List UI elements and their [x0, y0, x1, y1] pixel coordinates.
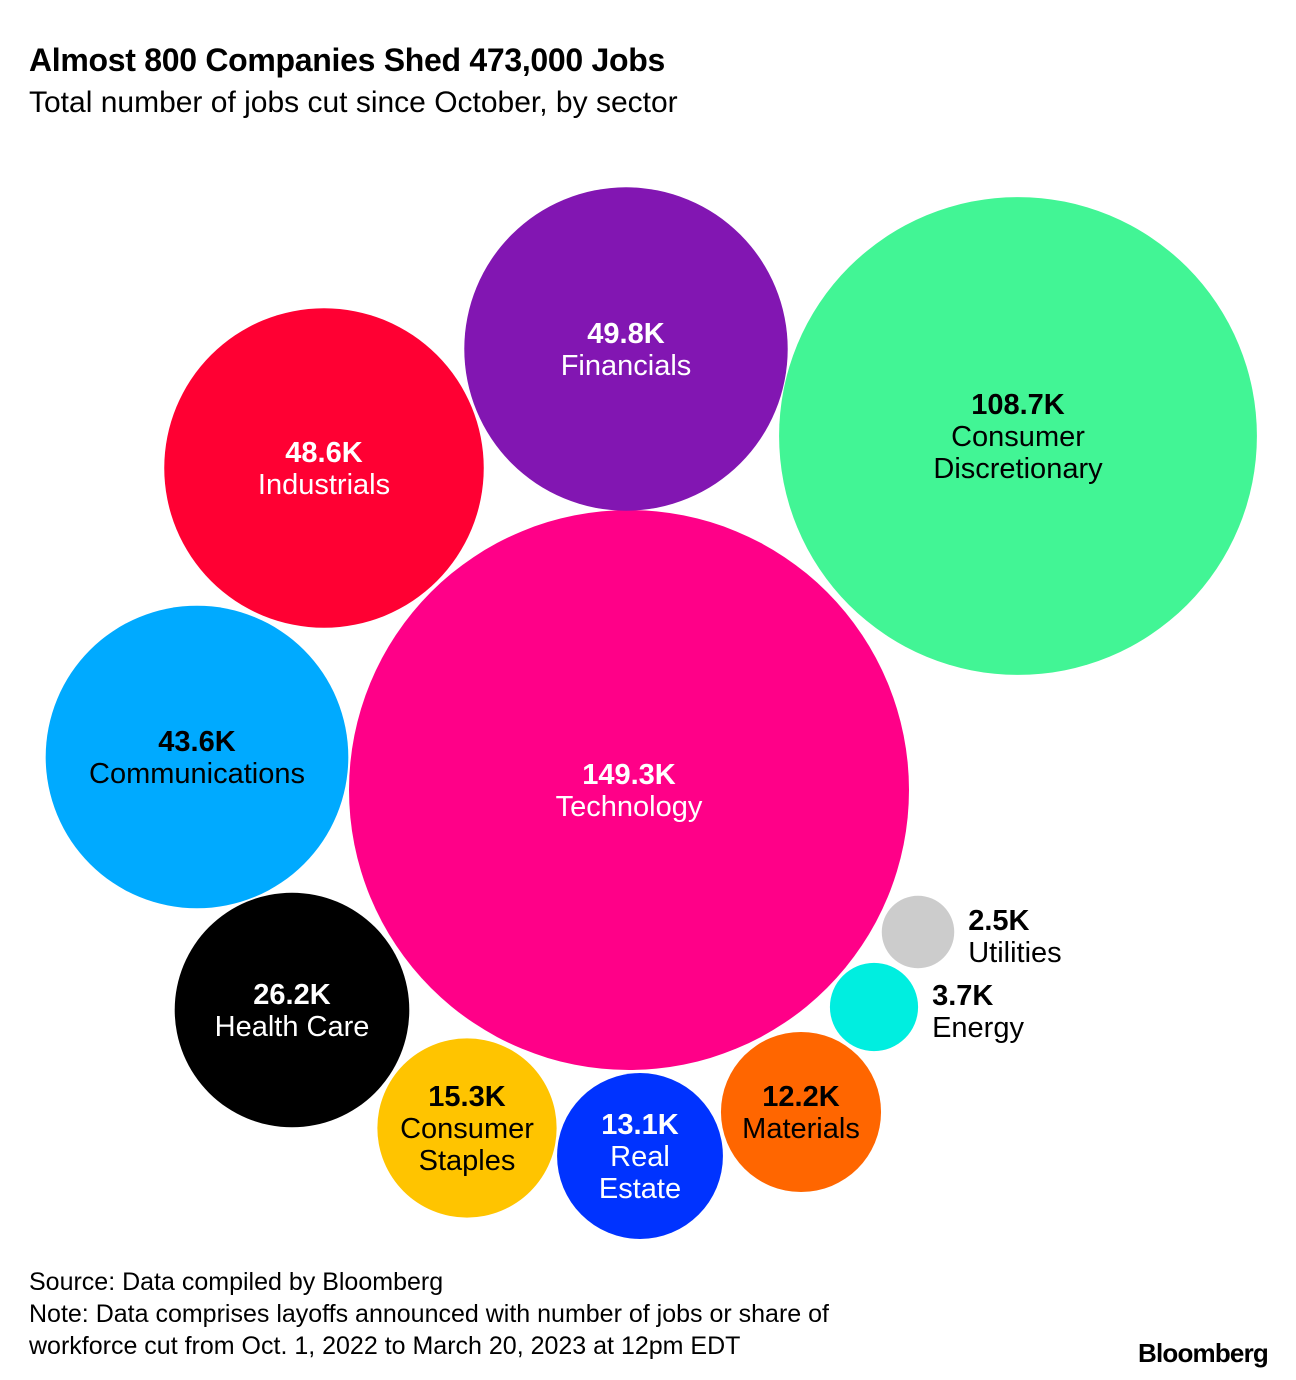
value-label-industrials: 48.6K [285, 437, 362, 469]
value-label-health-care: 26.2K [253, 979, 330, 1011]
value-label-real-estate: 13.1K [601, 1109, 678, 1141]
chart-subtitle: Total number of jobs cut since October, … [29, 86, 678, 119]
bubble-communications [45, 605, 349, 909]
bubble-consumer-staples [377, 1038, 557, 1218]
note-line-1: Note: Data comprises layoffs announced w… [29, 1300, 829, 1328]
sector-label-real-estate: Real [610, 1141, 670, 1173]
source-note: Source: Data compiled by Bloomberg [29, 1268, 444, 1296]
bubble-utilities [881, 895, 955, 969]
sector-label-consumer-staples: Staples [419, 1145, 516, 1177]
note-line-2: workforce cut from Oct. 1, 2022 to March… [29, 1332, 741, 1360]
value-label-technology: 149.3K [582, 759, 676, 791]
value-label-energy: 3.7K [932, 980, 993, 1012]
sector-label-industrials: Industrials [258, 469, 390, 501]
bubble-consumer-discretionary [779, 197, 1257, 675]
bubble-technology [349, 510, 909, 1070]
sector-label-consumer-staples: Consumer [400, 1113, 534, 1145]
sector-label-technology: Technology [556, 791, 703, 823]
sector-label-utilities: Utilities [968, 937, 1061, 969]
sector-label-health-care: Health Care [215, 1011, 370, 1043]
sector-label-financials: Financials [561, 350, 692, 382]
bubble-materials [720, 1031, 882, 1193]
value-label-consumer-discretionary: 108.7K [971, 389, 1065, 421]
value-label-consumer-staples: 15.3K [428, 1081, 505, 1113]
sector-label-communications: Communications [89, 758, 305, 790]
bubble-energy [829, 962, 919, 1052]
sector-label-consumer-discretionary: Discretionary [933, 453, 1103, 485]
value-label-utilities: 2.5K [968, 905, 1029, 937]
bubble-health-care [174, 892, 410, 1128]
chart-title: Almost 800 Companies Shed 473,000 Jobs [29, 42, 665, 78]
sector-label-consumer-discretionary: Consumer [951, 421, 1085, 453]
bubble-financials [464, 187, 788, 511]
sector-label-materials: Materials [742, 1113, 860, 1145]
value-label-communications: 43.6K [158, 726, 235, 758]
value-label-materials: 12.2K [762, 1081, 839, 1113]
bubble-real-estate [557, 1073, 723, 1239]
value-label-financials: 49.8K [587, 318, 664, 350]
sector-label-energy: Energy [932, 1012, 1024, 1044]
sector-label-real-estate: Estate [599, 1173, 681, 1205]
bubble-industrials [164, 308, 484, 628]
bloomberg-logo: Bloomberg [1137, 1338, 1269, 1368]
